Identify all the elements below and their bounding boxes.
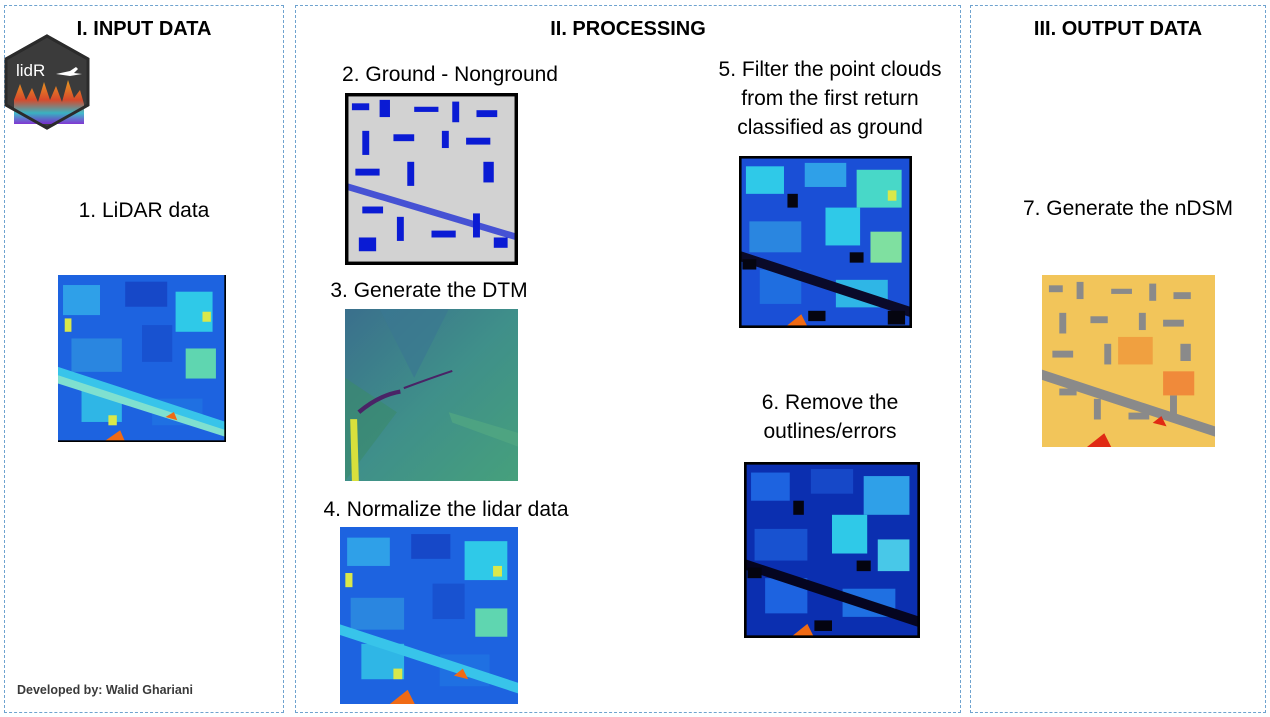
developer-credit: Developed by: Walid Ghariani [17, 683, 193, 697]
step-3-label: 3. Generate the DTM [330, 279, 528, 302]
normalized-lidar-map [340, 527, 518, 704]
step-4-label: 4. Normalize the lidar data [323, 498, 569, 521]
lidar-data-map [58, 275, 226, 442]
step-1-label: 1. LiDAR data [78, 199, 210, 222]
step-5-line-2: from the first return [741, 87, 919, 110]
processing-panel: II. PROCESSING [295, 5, 961, 713]
lidr-logo: lidR [4, 34, 90, 130]
step-6-line-2: outlines/errors [763, 420, 897, 443]
step-6-label: 6. Remove the outlines/errors [690, 388, 970, 446]
ground-nonground-map [345, 93, 518, 265]
first-return-ground-filter-map [739, 156, 912, 328]
step-7-label: 7. Generate the nDSM [1022, 197, 1234, 220]
step-5-line-1: 5. Filter the point clouds [718, 58, 942, 81]
lidr-logo-text: lidR [16, 61, 45, 80]
input-panel-title: I. INPUT DATA [76, 18, 212, 40]
input-data-panel: I. INPUT DATA [4, 5, 284, 713]
step-2-label: 2. Ground - Nonground [342, 63, 558, 86]
output-data-panel: III. OUTPUT DATA [970, 5, 1266, 713]
step-5-line-3: classified as ground [737, 116, 923, 139]
processing-panel-title: II. PROCESSING [550, 18, 706, 40]
output-panel-title: III. OUTPUT DATA [1033, 18, 1203, 40]
step-5-label: 5. Filter the point clouds from the firs… [690, 55, 970, 142]
step-6-line-1: 6. Remove the [761, 391, 899, 414]
outlines-removed-map [744, 462, 920, 638]
ndsm-map [1042, 275, 1215, 447]
dtm-map [345, 309, 518, 481]
